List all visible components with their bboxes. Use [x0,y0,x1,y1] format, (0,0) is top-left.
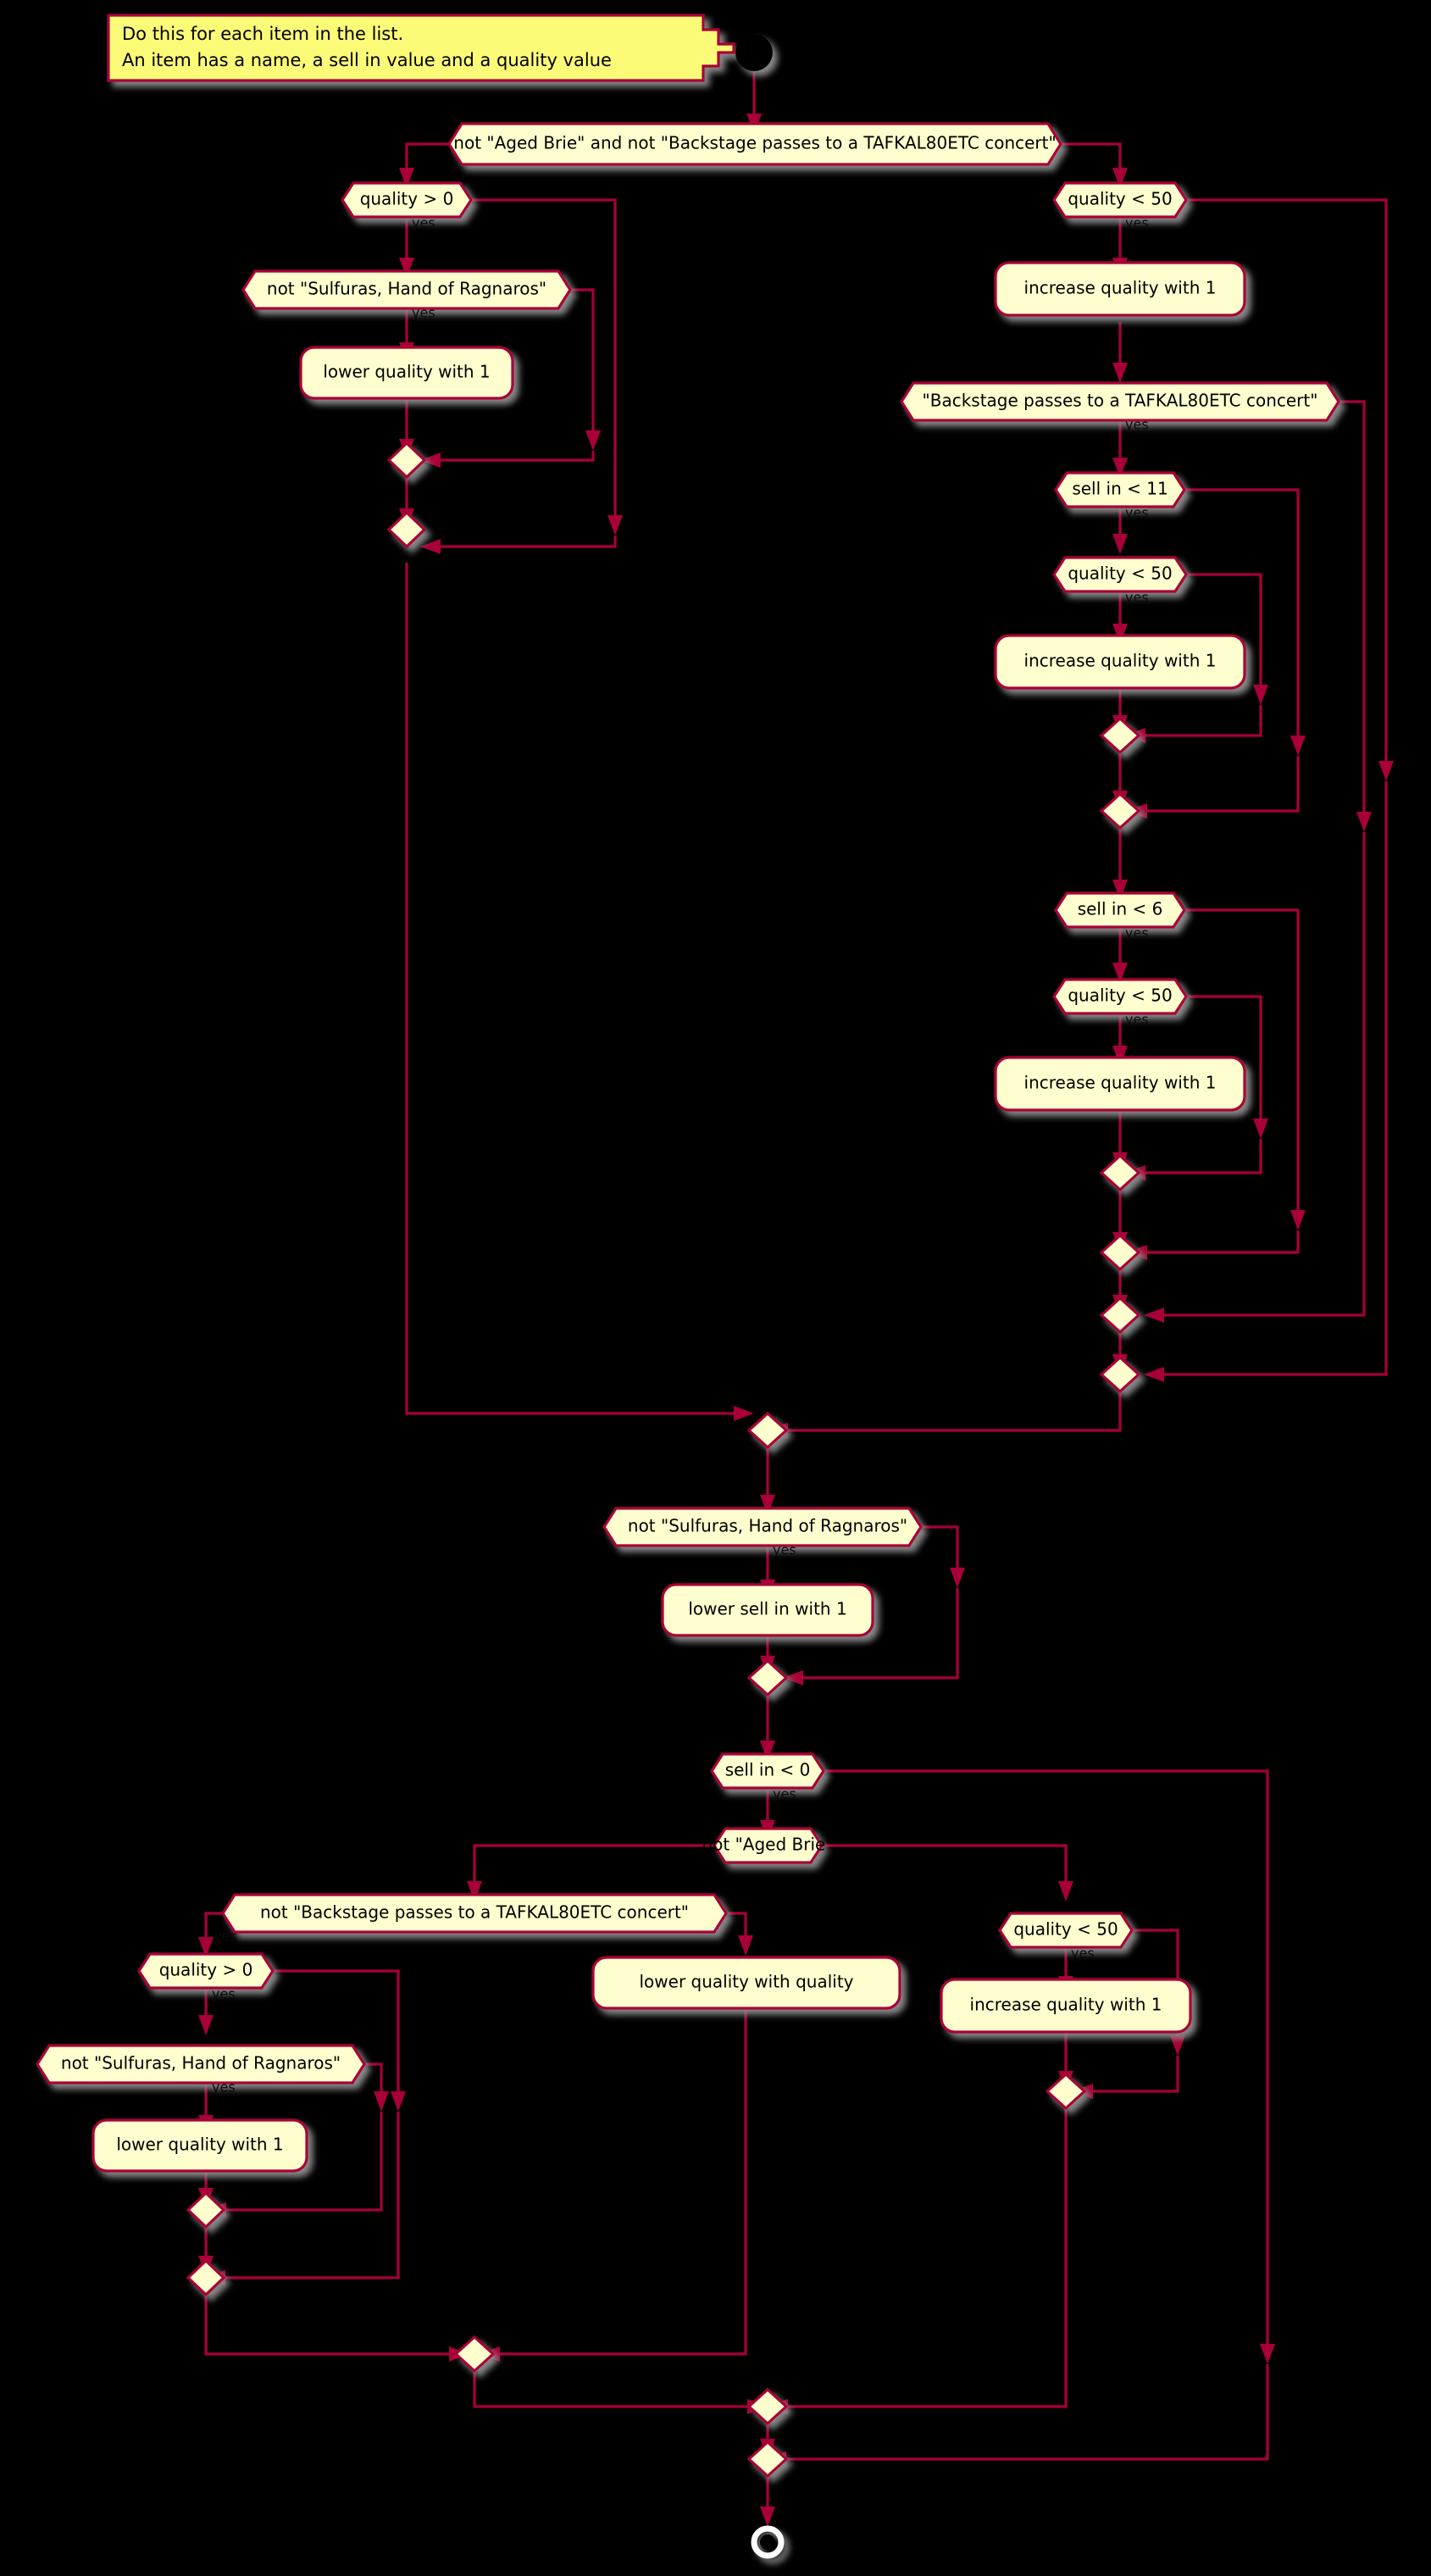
edge-label-yes: yes [1071,1946,1095,1962]
merge-diamond [746,1411,789,1450]
decision-quality-gt-0-b-label: quality > 0 [159,1960,253,1980]
note-line-2: An item has a name, a sell in value and … [122,50,612,70]
decision-not-sulfuras-b[interactable]: not "Sulfuras, Hand of Ragnaros" [602,1507,923,1547]
edge-label-yes: yes [1125,505,1149,521]
decision-not-sulfuras-a[interactable]: not "Sulfuras, Hand of Ragnaros" [241,269,572,310]
edge-label-yes: yes [1125,925,1149,941]
decision-quality-gt-0-a-label: quality > 0 [360,189,454,209]
decision-backstage-passes-label: "Backstage passes to a TAFKAL80ETC conce… [923,391,1318,411]
merge-diamond [186,2190,226,2229]
edge-label-yes: yes [412,215,435,231]
decision-not-sulfuras-a-label: not "Sulfuras, Hand of Ragnaros" [267,279,546,299]
action-increase-quality-b[interactable]: increase quality with 1 [994,634,1246,690]
edge-label-yes: yes [1125,417,1149,433]
edge-label-yes: yes [1125,215,1149,231]
decision-quality-lt-50-d[interactable]: quality < 50 [998,1912,1134,1949]
action-lower-quality-b-label: lower quality with 1 [116,2135,283,2155]
decision-quality-lt-50-c-label: quality < 50 [1068,985,1172,1006]
edge-label-yes: yes [773,1786,796,1802]
action-lower-quality-b[interactable]: lower quality with 1 [92,2118,308,2173]
action-increase-quality-b-label: increase quality with 1 [1024,651,1217,671]
decision-sell-in-lt-6-label: sell in < 6 [1078,899,1163,919]
action-increase-quality-c[interactable]: increase quality with 1 [994,1056,1246,1112]
action-lower-sell-in[interactable]: lower sell in with 1 [661,1583,874,1637]
decision-main-label: not "Aged Brie" and not "Backstage passe… [453,133,1056,153]
action-increase-quality-d[interactable]: increase quality with 1 [940,1978,1192,2034]
merge-diamond [386,441,427,480]
decision-not-aged-brie-label: not "Aged Brie" [702,1835,833,1855]
note-callout: Do this for each item in the list. An it… [107,14,735,82]
decision-not-sulfuras-c-label: not "Sulfuras, Hand of Ragnaros" [61,2053,341,2074]
edge-label-yes: yes [214,1929,237,1945]
decision-not-sulfuras-b-label: not "Sulfuras, Hand of Ragnaros" [628,1516,907,1536]
decision-sell-in-lt-0[interactable]: sell in < 0 [710,1752,825,1790]
decision-quality-lt-50-b-label: quality < 50 [1068,564,1172,584]
edge-label-yes: yes [773,1542,796,1558]
merge-diamond [746,1658,789,1697]
action-lower-quality-a-label: lower quality with 1 [323,362,490,382]
edge-label-yes: yes [1125,1012,1149,1028]
merge-diamond [386,510,427,549]
edges-layer [198,71,1394,2527]
merge-diamond [1099,1296,1141,1335]
action-lower-quality-with-quality[interactable]: lower quality with quality [591,1956,901,2010]
action-increase-quality-a-label: increase quality with 1 [1024,278,1217,298]
decision-quality-lt-50-a[interactable]: quality < 50 [1052,181,1188,219]
start-node [735,34,773,71]
edge-label-yes: yes [1125,590,1149,606]
action-lower-quality-a[interactable]: lower quality with 1 [299,346,514,400]
decision-quality-gt-0-b[interactable]: quality > 0 [137,1952,275,1990]
action-increase-quality-d-label: increase quality with 1 [970,1995,1162,2015]
decision-quality-gt-0-a[interactable]: quality > 0 [341,181,473,219]
decision-quality-lt-50-d-label: quality < 50 [1013,1919,1118,1940]
decision-main[interactable]: not "Aged Brie" and not "Backstage passe… [447,122,1062,166]
decision-sell-in-lt-11-label: sell in < 11 [1072,479,1168,499]
edge-label-yes: yes [212,1986,236,2002]
action-lower-quality-with-quality-label: lower quality with quality [639,1972,853,1992]
decision-sell-in-lt-6[interactable]: sell in < 6 [1054,891,1186,929]
decision-sell-in-lt-0-label: sell in < 0 [725,1760,811,1780]
merge-diamond [453,2334,496,2373]
edge-label-yes: yes [212,2079,236,2096]
decision-not-backstage-passes-label: not "Backstage passes to a TAFKAL80ETC c… [260,1902,689,1923]
action-increase-quality-c-label: increase quality with 1 [1024,1073,1217,1093]
decision-not-sulfuras-c[interactable]: not "Sulfuras, Hand of Ragnaros" [36,2044,366,2085]
edge-label-yes: yes [412,305,435,321]
decision-not-backstage-passes[interactable]: not "Backstage passes to a TAFKAL80ETC c… [221,1893,728,1934]
merge-diamond [1099,1153,1141,1192]
merge-diamond [1099,1355,1141,1394]
merge-diamond [1099,716,1141,755]
merge-diamond [1045,2072,1087,2111]
decision-backstage-passes[interactable]: "Backstage passes to a TAFKAL80ETC conce… [900,381,1340,422]
decision-sell-in-lt-11[interactable]: sell in < 11 [1054,471,1186,508]
action-increase-quality-a[interactable]: increase quality with 1 [994,261,1246,317]
merge-diamond [746,2387,789,2426]
end-node [751,2525,785,2559]
decision-quality-lt-50-c[interactable]: quality < 50 [1052,978,1188,1015]
action-lower-sell-in-label: lower sell in with 1 [688,1599,846,1619]
decision-quality-lt-50-b[interactable]: quality < 50 [1052,556,1188,593]
merge-diamond [746,2440,789,2479]
decision-not-aged-brie[interactable]: not "Aged Brie" [702,1827,834,1864]
merge-diamond [186,2258,226,2297]
note-line-1: Do this for each item in the list. [122,24,403,44]
decision-quality-lt-50-a-label: quality < 50 [1068,189,1172,209]
merge-diamond [1099,1233,1141,1272]
merge-diamond [1099,791,1141,830]
